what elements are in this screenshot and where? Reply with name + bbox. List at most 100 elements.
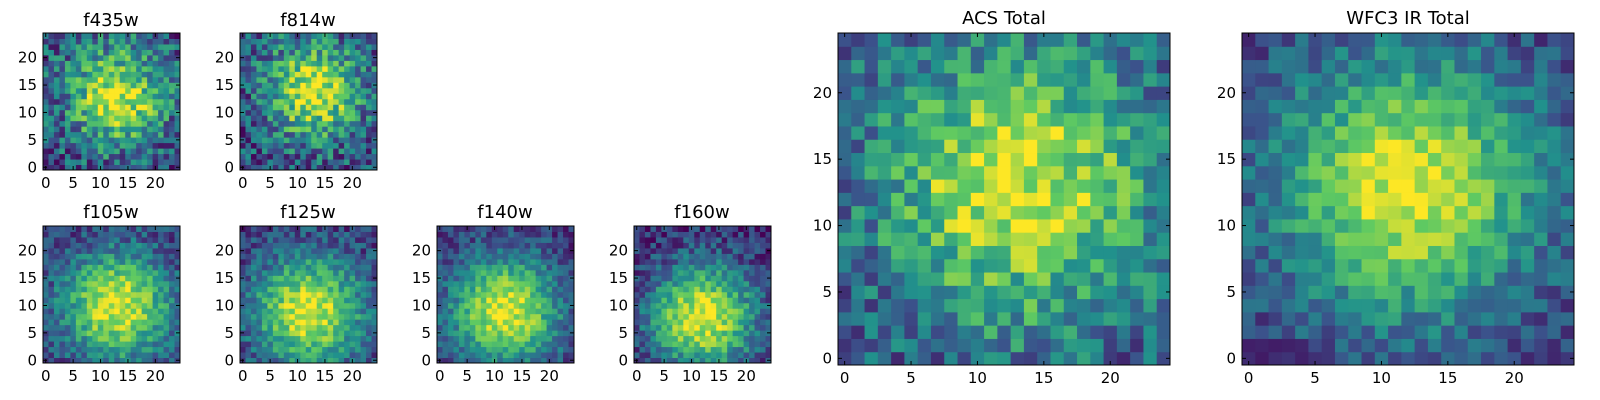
heatmap-cell [294,346,301,353]
heatmap-cell [327,253,334,260]
heatmap-cell [754,280,761,287]
heatmap-cell [125,87,132,94]
x-tick-label: 0 [41,367,51,385]
heatmap-cell [250,153,257,160]
heatmap-cell [453,253,460,260]
heatmap-cell [480,346,487,353]
heatmap-cell [103,302,110,309]
heatmap-cell [552,324,559,331]
heatmap-cell [1507,351,1522,366]
heatmap-cell [557,247,564,254]
heatmap-cell [240,148,246,155]
heatmap-cell [1295,311,1309,326]
heatmap-cell [650,330,657,337]
heatmap-cell [125,49,132,56]
heatmap-cell [666,264,673,271]
heatmap-cell [152,308,159,315]
heatmap-cell [535,231,542,238]
heatmap-cell [355,242,362,249]
heatmap-cell [158,280,165,287]
heatmap-cell [256,346,263,353]
heatmap-cell [174,297,181,304]
heatmap-cell [1414,311,1429,326]
heatmap-cell [366,153,373,160]
heatmap-cell [92,247,99,254]
heatmap-cell [699,308,706,315]
heatmap-cell [278,49,285,56]
heatmap-cell [322,65,329,72]
y-tick-label: 20 [412,242,431,260]
heatmap-cell [294,43,301,50]
heatmap-cell [904,192,919,207]
heatmap-cell [360,247,367,254]
heatmap-cell [338,335,345,342]
heatmap-cell [53,226,60,232]
heatmap-cell [1156,46,1171,61]
heatmap-cell [267,148,274,155]
heatmap-cell [371,264,378,271]
heatmap-cell [64,131,71,138]
heatmap-cell [289,87,296,94]
heatmap-cell [1037,245,1051,260]
heatmap-cell [70,54,77,61]
heatmap-cell [75,308,82,315]
heatmap-cell [272,319,279,326]
heatmap-cell [245,335,252,342]
heatmap-cell [43,286,49,293]
heatmap-cell [316,93,323,100]
heatmap-cell [672,357,679,364]
heatmap-cell [289,352,296,359]
heatmap-cell [677,352,684,359]
heatmap-cell [864,285,879,300]
heatmap-cell [108,253,115,260]
heatmap-cell [1255,192,1270,207]
heatmap-cell [1507,192,1522,207]
heatmap-cell [261,148,268,155]
heatmap-cell [1281,205,1296,220]
heatmap-cell [103,115,110,122]
heatmap-cell [437,269,443,276]
heatmap-cell [349,280,356,287]
heatmap-cell [108,109,115,116]
heatmap-cell [464,247,471,254]
heatmap-cell [688,302,695,309]
heatmap-cell [944,192,959,207]
heatmap-cell [311,153,318,160]
heatmap-cell [169,297,176,304]
heatmap-cell [53,115,60,122]
y-tick-label: 0 [421,351,431,369]
heatmap-cell [442,247,449,254]
x-tick-label: 10 [91,174,110,192]
heatmap-cell [119,335,126,342]
heatmap-cell [677,258,684,265]
heatmap-cell [43,319,49,326]
heatmap-cell [508,319,515,326]
heatmap-cell [338,98,345,105]
heatmap-cell [541,280,548,287]
heatmap-cell [141,226,148,232]
heatmap-cell [283,82,290,89]
heatmap-cell [114,242,121,249]
heatmap-cell [130,137,137,144]
heatmap-cell [114,126,121,133]
heatmap-cell [86,43,93,50]
heatmap-cell [141,264,148,271]
heatmap-cell [765,231,772,238]
axes-frame [239,32,378,171]
heatmap-cell [530,313,537,320]
heatmap-cell [75,264,82,271]
heatmap-cell [683,346,690,353]
heatmap-cell [877,232,892,246]
heatmap-cell [1295,258,1309,273]
heatmap-cell [930,258,945,273]
heatmap-cell [64,291,71,298]
heatmap-cell [1467,192,1482,207]
heatmap-cell [75,297,82,304]
heatmap-cell [1010,218,1025,233]
heatmap-cell [944,59,959,74]
heatmap-cell [469,253,476,260]
heatmap-cell [355,153,362,160]
heatmap-cell [240,104,246,111]
heatmap-cell [108,126,115,133]
heatmap-cell [1547,232,1562,246]
